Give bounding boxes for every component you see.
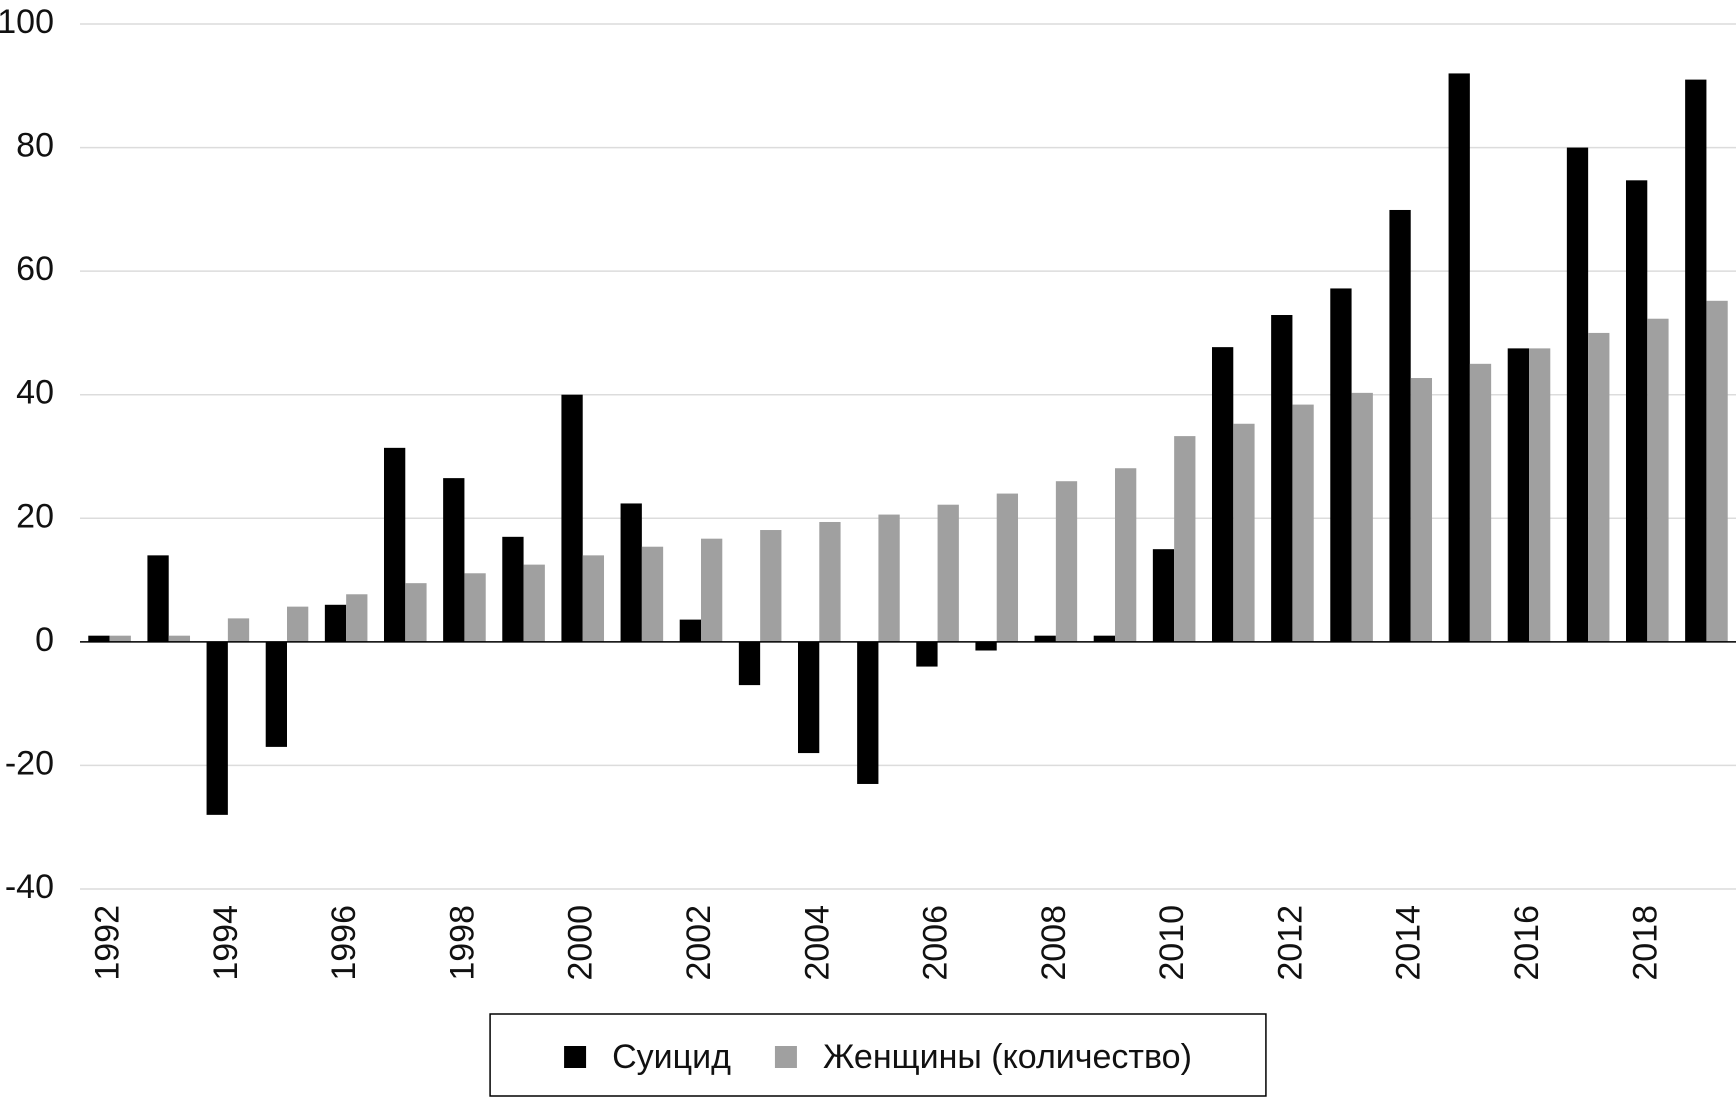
bar (1292, 404, 1314, 642)
bar (1448, 73, 1470, 642)
y-tick-label: -20 (5, 744, 54, 782)
bar (443, 478, 465, 642)
bar (620, 503, 642, 642)
bar (819, 521, 841, 642)
bar (1529, 348, 1551, 642)
bar (1055, 481, 1078, 642)
bar (265, 641, 287, 747)
bar (405, 583, 427, 642)
y-tick-label: 100 (0, 3, 54, 41)
x-tick-label: 2000 (562, 905, 600, 981)
legend: Суицид Женщины (количество) (489, 1013, 1267, 1097)
bar (857, 641, 879, 784)
x-tick-label: 1994 (207, 905, 245, 981)
bar (1351, 392, 1373, 642)
bar (1588, 332, 1610, 642)
bar (206, 641, 228, 815)
bar (109, 635, 131, 642)
bar (383, 447, 406, 642)
bar (738, 641, 761, 686)
bar (464, 573, 486, 642)
legend-label: Суицид (612, 1038, 731, 1076)
y-tick-label: 20 (16, 497, 54, 535)
legend-swatch (564, 1046, 587, 1068)
x-tick-label: 2002 (680, 905, 718, 981)
bar (1625, 180, 1648, 642)
bar (168, 635, 191, 642)
bar (701, 538, 723, 642)
bar (760, 530, 782, 642)
bar (1152, 549, 1175, 642)
x-tick-label: 2008 (1035, 905, 1073, 981)
bar (502, 536, 524, 642)
x-tick-label: 2014 (1390, 905, 1428, 981)
bar (1211, 347, 1234, 642)
bar (1647, 318, 1669, 642)
bar (346, 594, 368, 642)
bar (937, 504, 959, 642)
bar (1174, 436, 1196, 642)
bar (561, 394, 583, 642)
bar (1093, 635, 1115, 642)
legend-swatch (774, 1046, 797, 1068)
y-tick-label: 0 (35, 621, 54, 659)
bar (996, 493, 1019, 642)
bar (324, 604, 347, 642)
x-tick-label: 1998 (443, 905, 481, 981)
bar (1034, 635, 1056, 642)
x-tick-label: 2018 (1626, 905, 1664, 981)
legend-box (489, 1013, 1267, 1097)
x-tick-label: 2016 (1508, 905, 1546, 981)
bar (227, 618, 250, 642)
y-tick-label: -40 (5, 868, 54, 906)
x-tick-label: 2012 (1271, 905, 1309, 981)
bar (1330, 288, 1352, 642)
bar (797, 641, 820, 754)
x-tick-label: 2004 (798, 905, 836, 981)
bar (641, 546, 664, 642)
bar (679, 619, 701, 642)
bar (1115, 468, 1137, 642)
bar (1507, 348, 1529, 642)
bar (88, 635, 110, 642)
x-tick-label: 1996 (325, 905, 363, 981)
bar (1389, 209, 1411, 642)
bar (1271, 315, 1293, 642)
bar (1685, 79, 1707, 642)
y-tick-label: 80 (16, 127, 54, 165)
x-tick-label: 1992 (89, 905, 127, 981)
bar (878, 514, 900, 642)
bar (1469, 363, 1492, 642)
x-tick-label: 2006 (917, 905, 955, 981)
x-tick-label: 2010 (1153, 905, 1191, 981)
legend-label: Женщины (количество) (823, 1038, 1192, 1076)
bar (523, 564, 545, 642)
bar (1233, 423, 1255, 642)
bar (1410, 378, 1433, 642)
bar (1706, 300, 1728, 642)
bar (916, 641, 938, 667)
bar (975, 641, 997, 651)
bar (582, 555, 605, 642)
bar (287, 606, 309, 642)
y-tick-label: 60 (16, 250, 54, 288)
bar (147, 555, 169, 642)
bar (1566, 147, 1589, 642)
y-tick-label: 40 (16, 374, 54, 412)
